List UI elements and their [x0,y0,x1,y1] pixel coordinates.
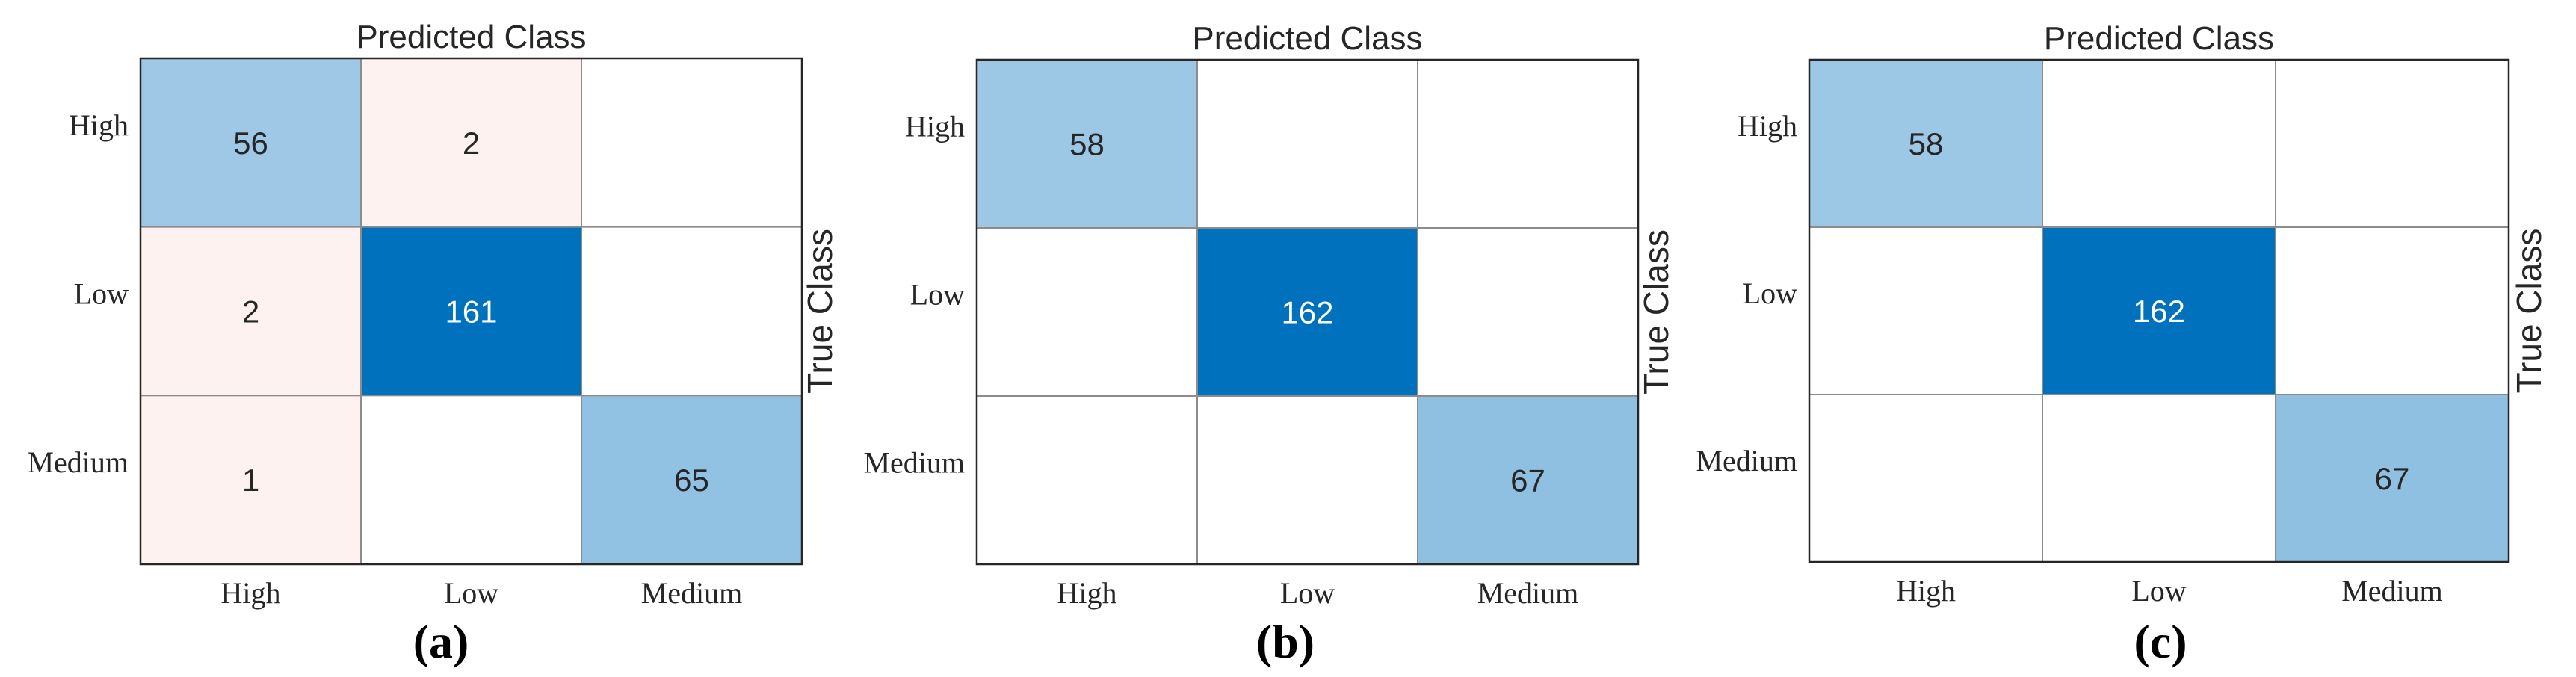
x-axis-title: Predicted Class [356,19,586,55]
matrix-cell [1196,59,1418,229]
panel-label: (a) [413,615,469,668]
y-tick-label: High [1738,109,1797,143]
matrix-cell [581,58,803,228]
panel-label: (c) [2134,615,2187,668]
x-tick-label: Low [2131,574,2186,608]
matrix-cell [1809,394,2043,563]
matrix-cell [1417,227,1639,397]
matrix-border [975,58,1640,566]
cell-value: 65 [674,463,709,498]
y-tick-label: Medium [1696,444,1797,477]
y-tick-label: Low [1743,276,1797,310]
x-tick-label: Medium [1477,576,1579,610]
cell-value: 58 [1069,127,1105,162]
x-axis-title: Predicted Class [2044,20,2274,57]
cell-value: 2 [242,294,259,330]
matrix-cell [2275,394,2509,563]
x-tick-label: High [1057,576,1117,610]
matrix-cell [2042,394,2276,563]
y-axis-title: True Class [1637,229,1675,395]
matrix-cell [140,58,362,228]
confusion-matrix-panel: 58 162 67 Predicted Class True Class High Low M… [1696,20,2548,668]
cell-value: 162 [2133,294,2185,329]
y-tick-label: Low [910,278,965,312]
x-axis-title: Predicted Class [1192,20,1422,57]
panel-label: (b) [1256,615,1315,668]
matrix-cell [976,395,1198,565]
x-tick-label: High [221,576,281,610]
matrix-cell [581,226,803,397]
matrix-cell [1417,59,1639,229]
x-tick-label: Low [444,576,498,610]
y-tick-label: Medium [863,446,965,480]
cell-value: 162 [1281,295,1333,330]
cell-value: 1 [242,463,259,498]
x-tick-label: Low [1280,576,1335,610]
y-axis-title: True Class [2509,229,2548,394]
matrix-cell [581,395,803,565]
y-tick-label: High [69,108,129,142]
matrix-cell [2042,226,2276,395]
confusion-matrix-panel: 58 162 67 Predicted Class True Class High Low M… [863,20,1675,668]
matrix-border [139,57,803,566]
y-tick-label: Medium [27,445,129,479]
matrix-border [1808,58,2510,563]
matrix-cell [140,226,362,397]
matrix-cell [360,226,582,397]
cell-value: 67 [2375,461,2410,496]
matrix-cell [2275,226,2509,395]
y-tick-label: High [905,110,965,143]
y-axis-title: True Class [800,229,839,394]
cell-value: 67 [1510,463,1545,498]
x-tick-label: High [1896,574,1956,608]
y-tick-label: Low [74,277,129,311]
cell-value: 56 [233,126,268,161]
matrix-cell [1809,226,2043,395]
x-tick-label: Medium [2341,574,2443,608]
matrix-cell [360,58,582,228]
matrix-cell [2042,59,2276,228]
matrix-cell [976,227,1198,397]
matrix-cell [1196,395,1418,565]
cell-value: 2 [463,126,480,161]
matrix-cell [140,395,362,565]
matrix-cell [2275,59,2509,228]
matrix-cell [360,395,582,565]
matrix-cell [1196,227,1418,397]
cell-value: 58 [1909,126,1944,161]
matrix-cell [1417,395,1639,565]
confusion-matrix-panel: 56 2 2 161 1 65 Predicted Class True Class High L… [27,19,839,668]
x-tick-label: Medium [641,576,743,610]
cell-value: 161 [445,294,497,330]
